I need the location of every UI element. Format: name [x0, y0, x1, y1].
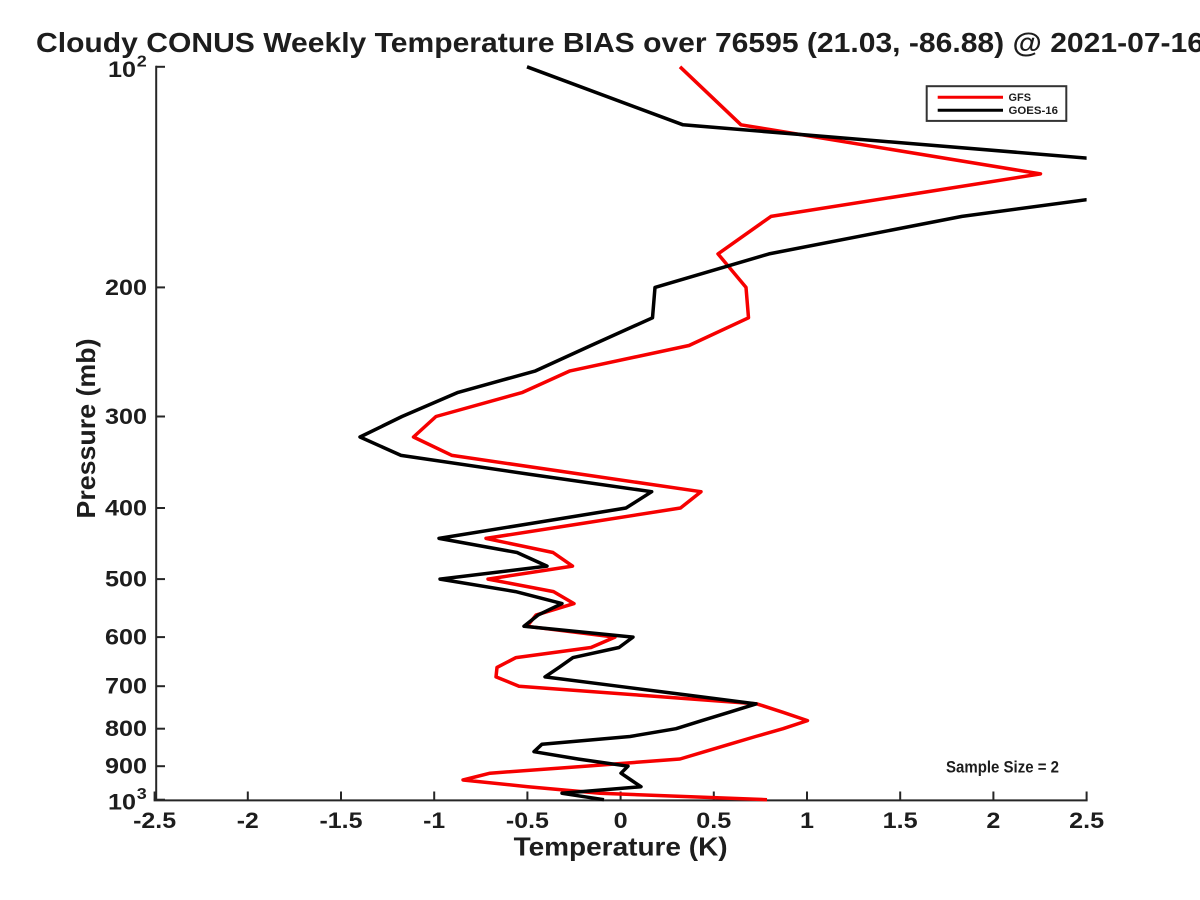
svg-text:Sample Size = 2: Sample Size = 2: [946, 759, 1059, 777]
svg-text:-2: -2: [237, 808, 259, 833]
svg-text:0.5: 0.5: [696, 808, 731, 833]
svg-text:800: 800: [105, 716, 147, 741]
svg-text:0: 0: [614, 808, 628, 833]
svg-text:2.5: 2.5: [1069, 808, 1104, 833]
svg-text:400: 400: [105, 496, 147, 521]
svg-text:10: 10: [108, 790, 136, 815]
svg-text:600: 600: [105, 625, 147, 650]
svg-text:GFS: GFS: [1009, 92, 1032, 104]
svg-text:300: 300: [105, 404, 147, 429]
svg-text:Temperature (K): Temperature (K): [514, 832, 728, 862]
svg-text:1: 1: [800, 808, 814, 833]
svg-text:3: 3: [137, 786, 147, 803]
svg-text:Pressure (mb): Pressure (mb): [71, 339, 101, 519]
svg-text:-2.5: -2.5: [133, 808, 176, 833]
svg-text:500: 500: [105, 567, 147, 592]
svg-text:GOES-16: GOES-16: [1009, 105, 1059, 117]
svg-text:10: 10: [108, 57, 136, 82]
svg-text:-0.5: -0.5: [506, 808, 549, 833]
svg-text:2: 2: [986, 808, 1000, 833]
svg-text:Cloudy CONUS Weekly Temperatur: Cloudy CONUS Weekly Temperature BIAS ove…: [36, 27, 1200, 58]
svg-text:-1: -1: [423, 808, 445, 833]
svg-text:-1.5: -1.5: [320, 808, 363, 833]
svg-text:200: 200: [105, 275, 147, 300]
svg-text:2: 2: [137, 53, 147, 70]
svg-text:900: 900: [105, 754, 147, 779]
svg-text:700: 700: [105, 674, 147, 699]
svg-text:1.5: 1.5: [883, 808, 918, 833]
